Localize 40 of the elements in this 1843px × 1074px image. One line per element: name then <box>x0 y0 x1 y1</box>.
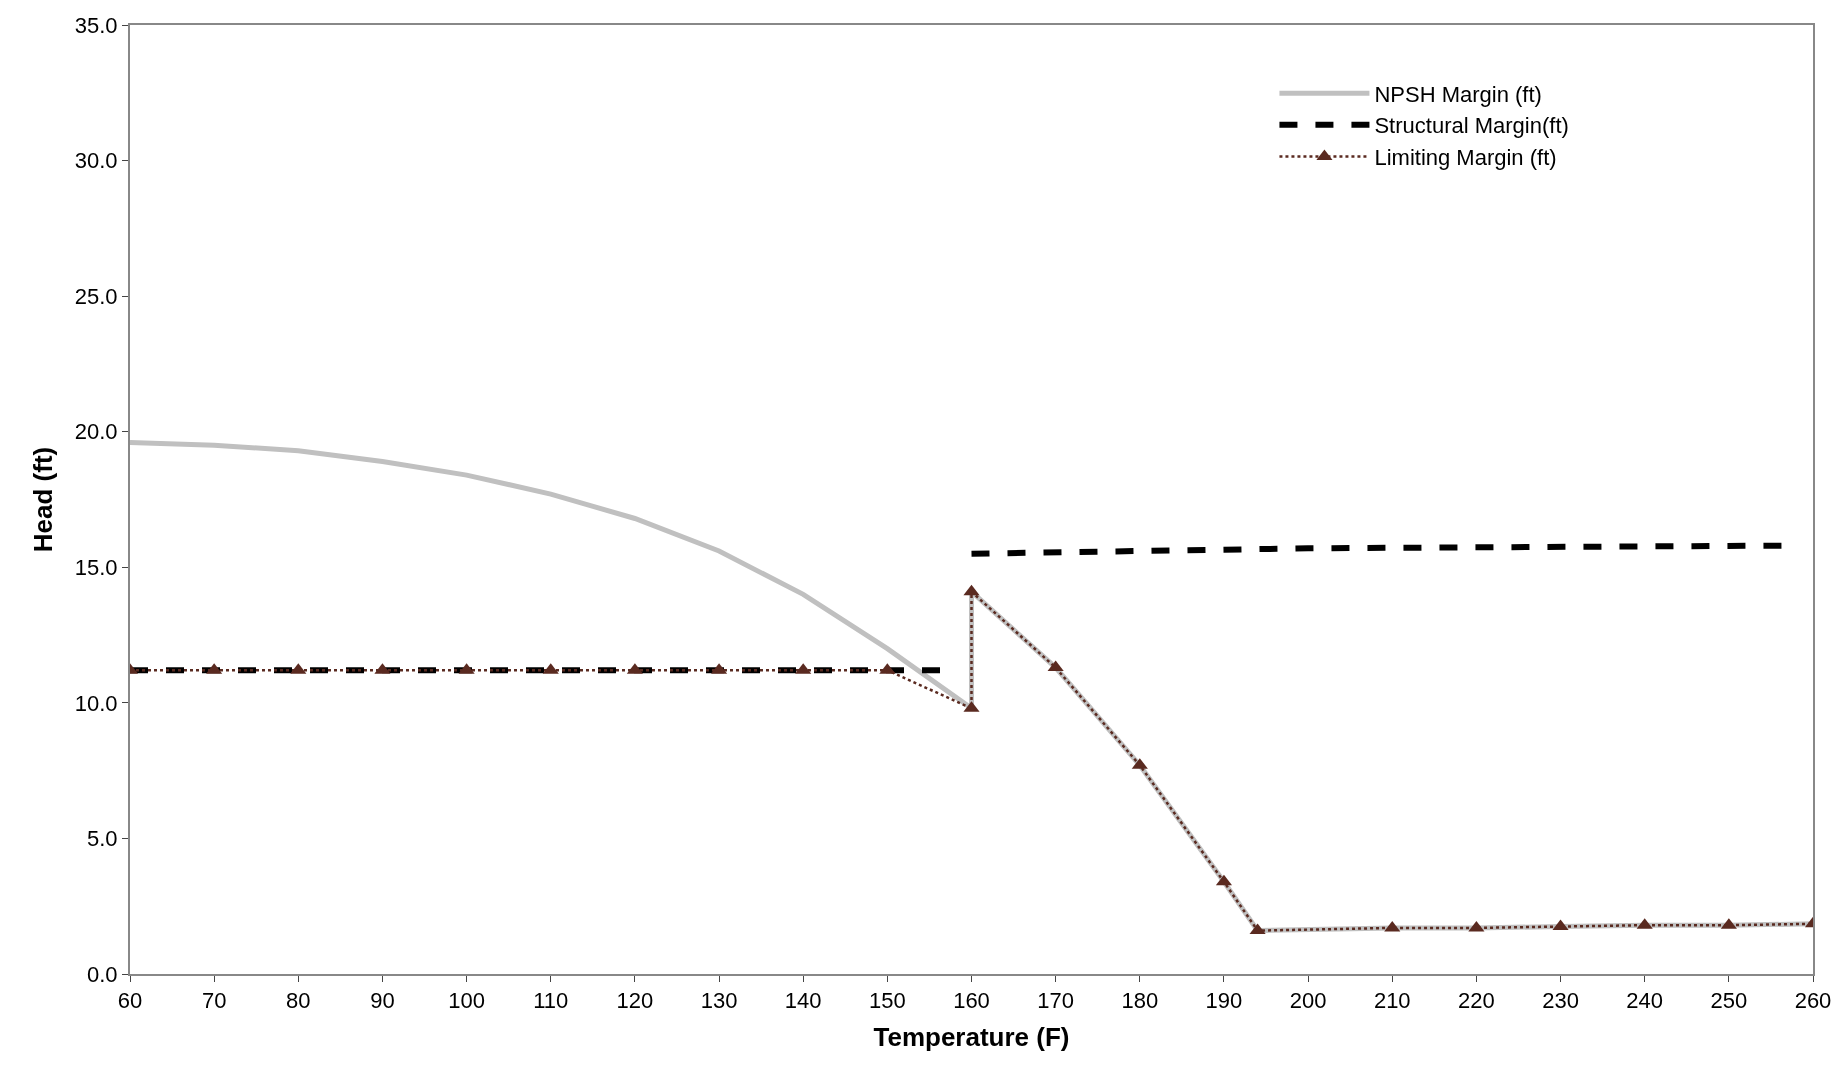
x-tick-label: 210 <box>1373 988 1411 1014</box>
x-tick-label: 130 <box>700 988 738 1014</box>
legend-label: Limiting Margin (ft) <box>1374 145 1557 171</box>
point <box>1384 920 1401 932</box>
y-tick-label: 20.0 <box>74 419 118 445</box>
point <box>1249 923 1266 935</box>
x-tick-label: 110 <box>533 988 569 1014</box>
legend-label: Structural Margin(ft) <box>1374 113 1569 139</box>
x-tick-label: 230 <box>1542 988 1579 1014</box>
x-tick-label: 100 <box>448 988 485 1014</box>
x-tick-label: 220 <box>1458 988 1495 1014</box>
point <box>1468 920 1485 932</box>
y-tick-label: 35.0 <box>74 12 118 38</box>
x-tick-label: 140 <box>784 988 822 1014</box>
y-tick-label: 10.0 <box>74 690 118 716</box>
x-tick-label: 170 <box>1037 988 1075 1014</box>
point <box>963 584 980 596</box>
x-tick-label: 80 <box>286 988 311 1014</box>
x-axis-title: Temperature (F) <box>873 1021 1070 1052</box>
y-tick-label: 5.0 <box>87 826 118 852</box>
y-tick-label: 25.0 <box>74 283 118 309</box>
x-tick-label: 250 <box>1710 988 1748 1014</box>
x-tick-label: 60 <box>117 988 143 1014</box>
point <box>1552 919 1569 931</box>
y-axis-title: Head (ft) <box>27 446 58 553</box>
x-tick-label: 190 <box>1205 988 1243 1014</box>
x-tick-label: 180 <box>1121 988 1159 1014</box>
x-tick-label: 200 <box>1289 988 1327 1014</box>
x-tick-label: 150 <box>868 988 906 1014</box>
x-tick-label: 70 <box>201 988 227 1014</box>
x-tick-label: 240 <box>1626 988 1664 1014</box>
x-tick-label: 90 <box>370 988 395 1014</box>
x-tick-label: 120 <box>616 988 654 1014</box>
point <box>1047 660 1064 672</box>
y-tick-label: 0.0 <box>87 961 118 987</box>
legend-label: NPSH Margin (ft) <box>1374 81 1542 107</box>
x-tick-label: 160 <box>953 988 990 1014</box>
x-tick-label: 260 <box>1794 988 1832 1014</box>
y-tick-label: 30.0 <box>74 148 118 174</box>
y-tick-label: 15.0 <box>74 554 118 580</box>
